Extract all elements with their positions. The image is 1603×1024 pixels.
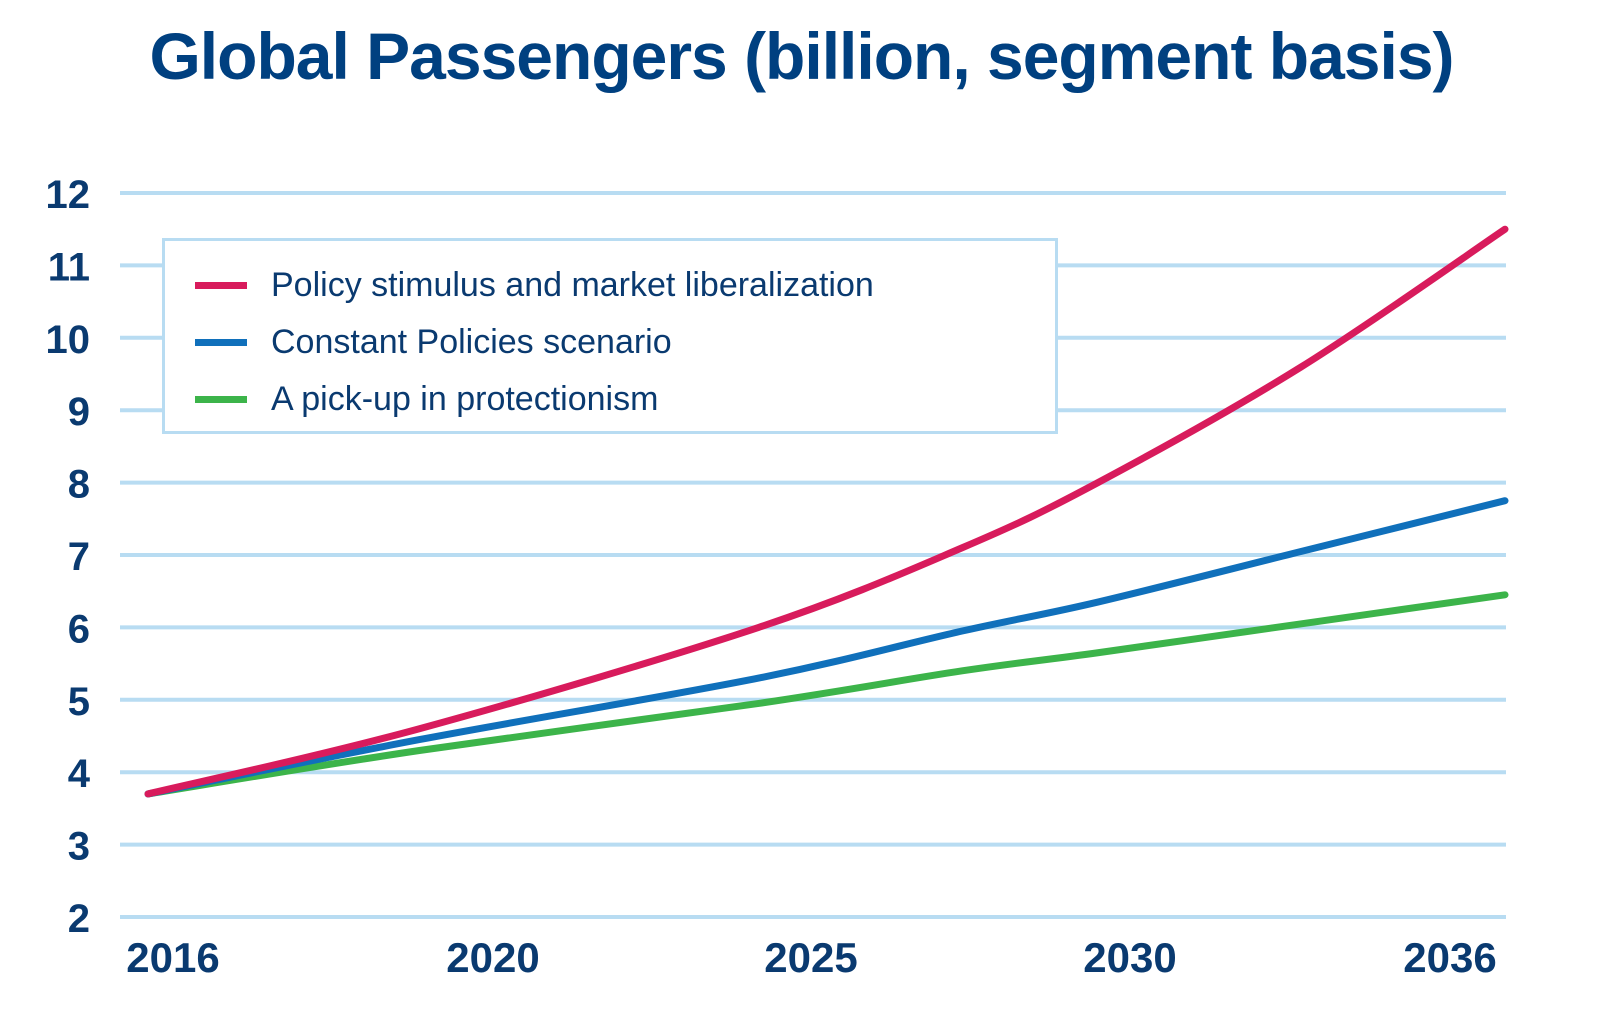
legend: Policy stimulus and market liberalizatio… xyxy=(162,238,1058,434)
legend-label: A pick-up in protectionism xyxy=(271,379,659,418)
x-tick-label: 2025 xyxy=(764,934,857,981)
x-tick-label: 2036 xyxy=(1403,934,1496,981)
legend-swatch-policy-stimulus xyxy=(195,281,247,289)
y-tick-label: 10 xyxy=(46,318,91,362)
legend-label: Policy stimulus and market liberalizatio… xyxy=(271,265,874,304)
series-line-0 xyxy=(144,225,1509,798)
legend-item: Policy stimulus and market liberalizatio… xyxy=(195,265,874,305)
legend-item: Constant Policies scenario xyxy=(195,322,672,362)
y-tick-label: 9 xyxy=(68,390,90,434)
legend-swatch-constant-policies xyxy=(195,338,247,346)
y-tick-label: 2 xyxy=(68,897,90,941)
legend-item: A pick-up in protectionism xyxy=(195,379,658,419)
y-tick-label: 12 xyxy=(46,173,91,217)
series-lines xyxy=(144,225,1509,798)
y-axis-ticks: 2 3 4 5 6 7 8 9 10 11 12 xyxy=(46,173,91,941)
y-tick-label: 8 xyxy=(68,463,90,507)
x-tick-label: 2016 xyxy=(126,934,219,981)
legend-label: Constant Policies scenario xyxy=(271,322,672,361)
y-tick-label: 4 xyxy=(68,752,91,796)
series-line-2 xyxy=(144,591,1509,798)
y-tick-label: 6 xyxy=(68,607,90,651)
chart-title: Global Passengers (billion, segment basi… xyxy=(149,19,1454,93)
legend-swatch-protectionism xyxy=(195,395,247,403)
y-tick-label: 3 xyxy=(68,825,90,869)
x-tick-label: 2030 xyxy=(1083,934,1176,981)
y-tick-label: 11 xyxy=(48,245,90,289)
series-line-1 xyxy=(144,497,1509,798)
x-axis-ticks: 2016 2020 2025 2030 2036 xyxy=(126,934,1496,981)
y-tick-label: 7 xyxy=(68,535,90,579)
y-tick-label: 5 xyxy=(68,680,90,724)
x-tick-label: 2020 xyxy=(446,934,539,981)
